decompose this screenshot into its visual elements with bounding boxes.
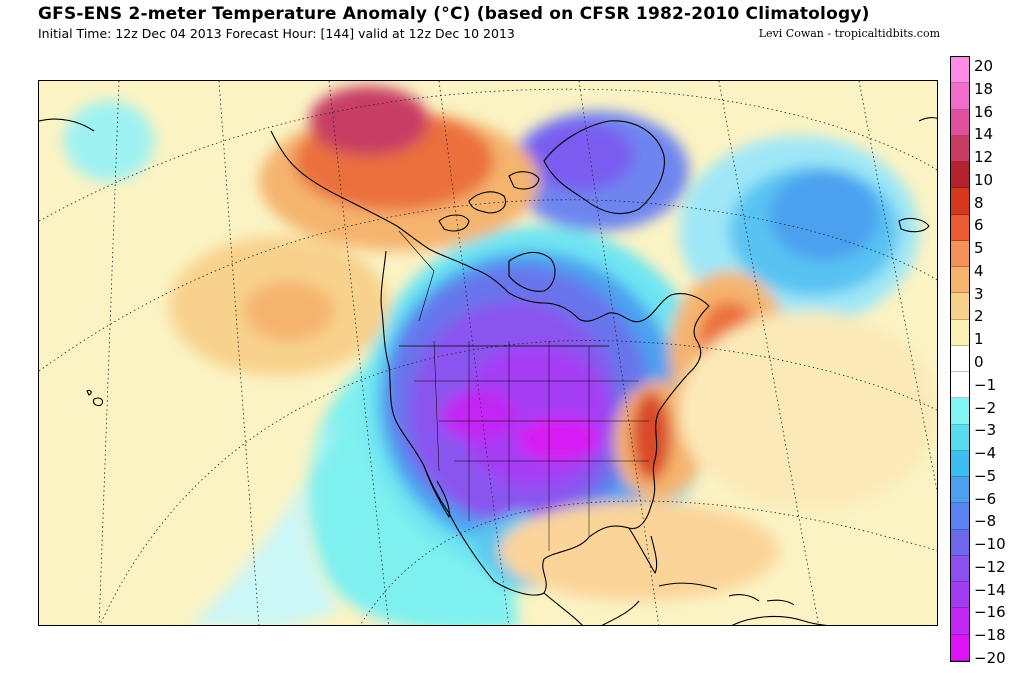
colorbar-tick-label: 0 — [974, 353, 984, 371]
colorbar-tick-label: 8 — [974, 193, 984, 212]
colorbar-tick-label: 4 — [974, 261, 984, 280]
colorbar-tick-label: 12 — [974, 148, 994, 167]
colorbar-swatch — [951, 424, 969, 451]
map-subtitle: Initial Time: 12z Dec 04 2013 Forecast H… — [38, 26, 515, 41]
colorbar-swatch — [951, 450, 969, 477]
colorbar-tick-label: −4 — [974, 444, 997, 463]
colorbar-swatch — [951, 319, 969, 346]
map-title: GFS-ENS 2-meter Temperature Anomaly (°C)… — [38, 4, 870, 24]
colorbar-tick-label: −16 — [974, 603, 1006, 622]
colorbar-swatch — [951, 293, 969, 320]
colorbar-tick-label: −5 — [974, 466, 997, 485]
colorbar-swatch — [951, 372, 969, 399]
colorbar-swatch — [951, 608, 969, 635]
colorbar-swatch — [951, 477, 969, 504]
colorbar-tick-label: −10 — [974, 535, 1006, 554]
colorbar-tick-label: 2 — [974, 307, 984, 326]
colorbar-tick-label: 10 — [974, 170, 994, 189]
colorbar-swatch — [951, 555, 969, 582]
colorbar-tick-label: −3 — [974, 421, 997, 440]
colorbar-tick-label: 14 — [974, 125, 994, 144]
colorbar-swatch — [951, 529, 969, 556]
colorbar-swatch — [951, 214, 969, 241]
colorbar-tick-label: 3 — [974, 284, 984, 303]
colorbar-swatch — [951, 582, 969, 609]
colorbar-swatch — [951, 83, 969, 110]
colorbar-swatch — [951, 57, 969, 84]
colorbar-tick-label: 16 — [974, 102, 994, 121]
colorbar-tick-label: −1 — [974, 375, 997, 394]
colorbar-tick-label: −18 — [974, 626, 1006, 645]
colorbar-tick-label: 1 — [974, 330, 984, 349]
colorbar-swatch — [951, 503, 969, 530]
colorbar-tick-label: 20 — [974, 57, 994, 75]
colorbar-swatch — [951, 135, 969, 162]
anomaly-field — [64, 86, 937, 625]
colorbar-swatch — [951, 634, 969, 661]
colorbar-tick-label: −20 — [974, 649, 1006, 667]
anomaly-map — [38, 80, 938, 626]
colorbar-swatch — [951, 267, 969, 294]
colorbar-tick-label: −14 — [974, 580, 1006, 599]
colorbar-tick-label: −6 — [974, 489, 997, 508]
colorbar — [950, 56, 970, 662]
colorbar-tick-label: 5 — [974, 239, 984, 258]
colorbar-tick-label: −12 — [974, 557, 1006, 576]
colorbar-tick-label: 18 — [974, 79, 994, 98]
colorbar-swatch — [951, 162, 969, 189]
colorbar-tick-label: 6 — [974, 216, 984, 235]
colorbar-swatch — [951, 398, 969, 425]
colorbar-swatch — [951, 109, 969, 136]
colorbar-swatch — [951, 188, 969, 215]
colorbar-swatch — [951, 345, 969, 372]
graticule — [39, 81, 937, 625]
colorbar-tick-label: −8 — [974, 512, 997, 531]
colorbar-tick-label: −2 — [974, 398, 997, 417]
colorbar-swatch — [951, 240, 969, 267]
coastlines-sharp — [39, 117, 937, 625]
author-credit: Levi Cowan - tropicaltidbits.com — [758, 27, 940, 40]
